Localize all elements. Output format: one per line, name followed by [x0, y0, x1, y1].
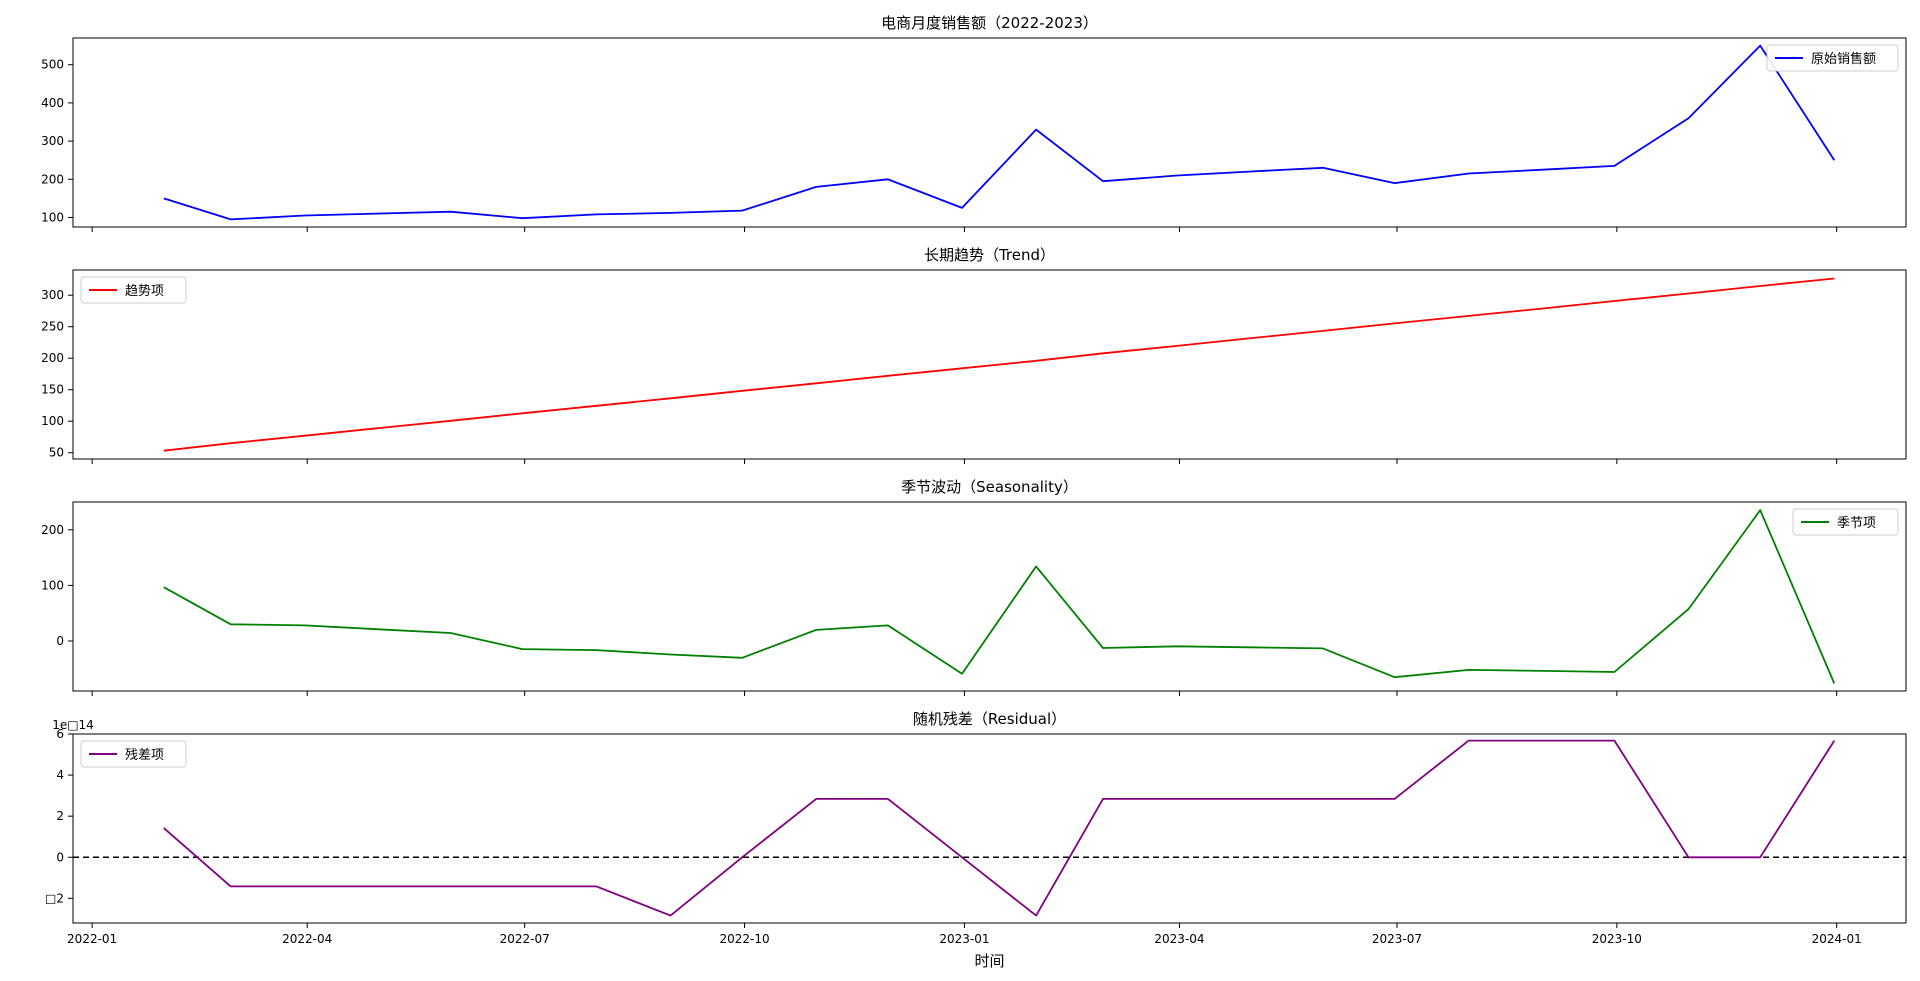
series-line [163, 44, 1836, 221]
y-offset-text: 1e□14 [52, 718, 94, 732]
x-tick-label: 2022-07 [500, 932, 550, 946]
y-tick-label: 200 [41, 172, 64, 186]
plot-frame [72, 269, 1907, 460]
legend: 残差项 [80, 740, 187, 768]
y-tick-label: 100 [41, 414, 64, 428]
x-tick-label: 2023-10 [1592, 932, 1642, 946]
subplot-1: 电商月度销售额（2022-2023） 100 200 300 400 500 原始销售额 [41, 14, 1907, 232]
legend: 季节项 [1792, 508, 1899, 536]
y-tick-label: 6 [56, 727, 64, 741]
legend-box [80, 276, 187, 304]
series-line [163, 277, 1835, 452]
y-tick-label: 4 [56, 768, 64, 782]
x-tick-label: 2023-01 [939, 932, 989, 946]
y-tick-label: 0 [56, 634, 64, 648]
x-tick-label: 2024-01 [1812, 932, 1862, 946]
y-tick-label: 300 [41, 288, 64, 302]
subplot-2: 长期趋势（Trend） 50 100 150 200 250 300 趋势项 [41, 246, 1907, 464]
legend-box [1792, 508, 1899, 536]
x-axis-title: 时间 [974, 952, 1004, 970]
subplot-title: 随机残差（Residual） [913, 710, 1066, 728]
y-tick-label: □2 [45, 891, 64, 905]
y-tick-label: 200 [41, 523, 64, 537]
y-tick-label: 250 [41, 320, 64, 334]
legend-label: 趋势项 [125, 283, 164, 299]
y-tick-label: 0 [56, 850, 64, 864]
y-tick-label: 200 [41, 351, 64, 365]
y-tick-label: 100 [41, 210, 64, 224]
x-tick-label: 2022-10 [719, 932, 769, 946]
subplot-title: 季节波动（Seasonality） [901, 478, 1078, 496]
y-tick-label: 2 [56, 809, 64, 823]
subplot-title: 电商月度销售额（2022-2023） [881, 14, 1098, 32]
y-tick-label: 100 [41, 578, 64, 592]
series-line [163, 509, 1836, 684]
y-tick-label: 500 [41, 58, 64, 72]
y-tick-label: 50 [49, 446, 64, 460]
x-tick-label: 2022-01 [67, 932, 117, 946]
legend-label: 残差项 [125, 748, 164, 763]
legend: 原始销售额 [1766, 44, 1899, 72]
x-tick-label: 2023-07 [1372, 932, 1422, 946]
x-tick-label: 2022-04 [282, 932, 332, 946]
legend-label: 季节项 [1837, 516, 1876, 531]
series-line [163, 739, 1836, 917]
legend-label: 原始销售额 [1811, 51, 1876, 67]
y-tick-label: 150 [41, 383, 64, 397]
plot-frame [72, 501, 1907, 692]
legend-box [80, 740, 187, 768]
x-tick-label: 2023-04 [1154, 932, 1204, 946]
subplot-3: 季节波动（Seasonality） 0 100 200 季节项 [41, 478, 1907, 696]
plot-frame [72, 733, 1907, 924]
subplot-4: 随机残差（Residual） □2 0 2 4 61e□14 2022-01 2022-04 2… [45, 710, 1907, 946]
subplot-title: 长期趋势（Trend） [924, 246, 1055, 264]
legend-box [1766, 44, 1899, 72]
legend: 趋势项 [80, 276, 187, 304]
y-tick-label: 300 [41, 134, 64, 148]
y-tick-label: 400 [41, 96, 64, 110]
plot-frame [72, 37, 1907, 228]
